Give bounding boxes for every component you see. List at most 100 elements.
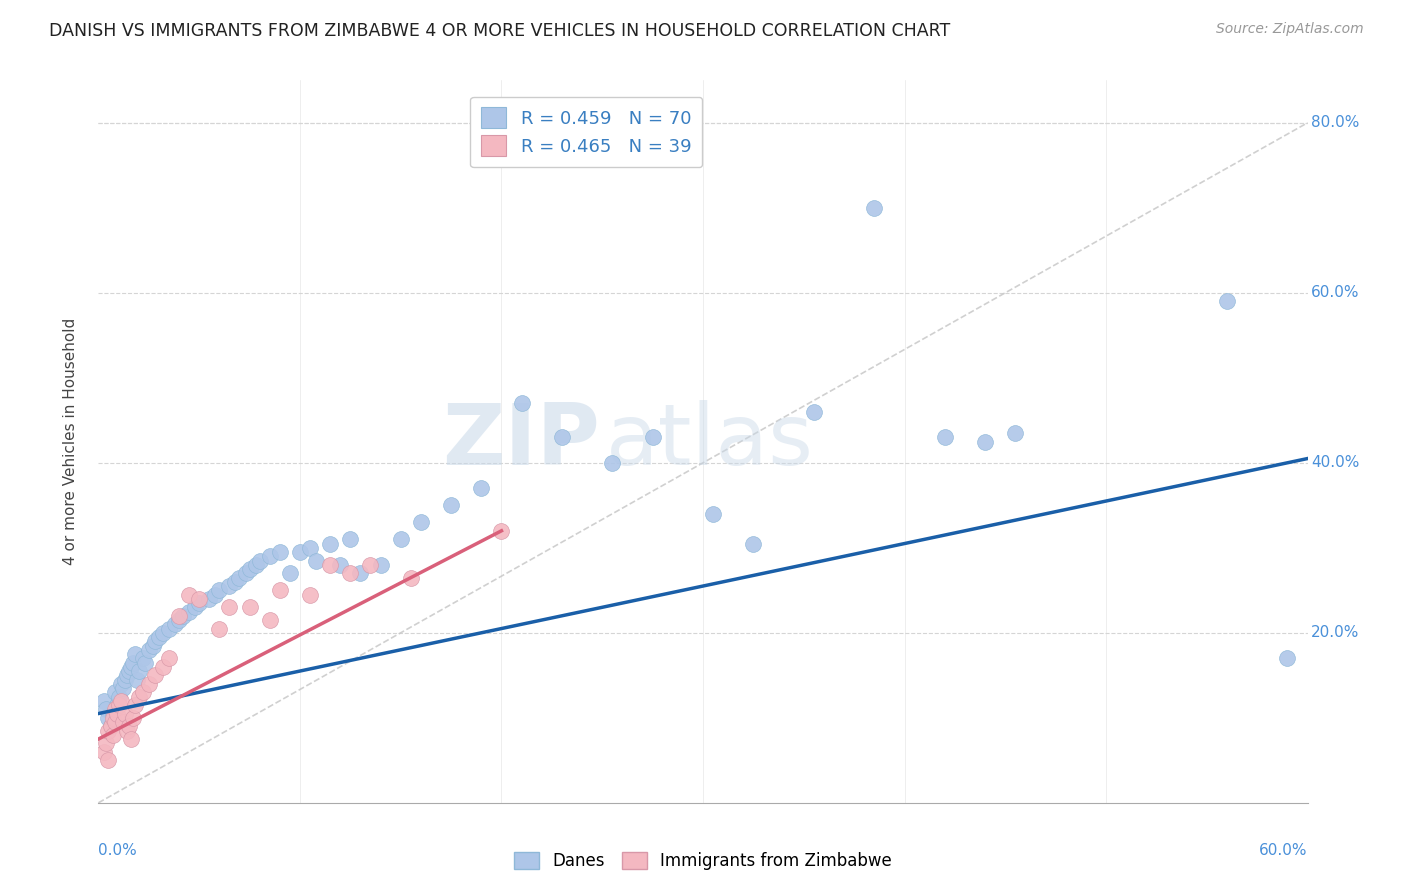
Point [111, 681, 134, 695]
Point [134, 656, 156, 670]
Point [115, 668, 138, 682]
Point [132, 685, 155, 699]
Point [101, 706, 124, 721]
Point [245, 558, 267, 572]
Point [259, 549, 281, 564]
Point [148, 630, 170, 644]
Point [329, 558, 352, 572]
Point [239, 562, 262, 576]
Point [142, 639, 165, 653]
Text: DANISH VS IMMIGRANTS FROM ZIMBABWE 4 OR MORE VEHICLES IN HOUSEHOLD CORRELATION C: DANISH VS IMMIGRANTS FROM ZIMBABWE 4 OR … [49, 22, 950, 40]
Point [934, 430, 956, 444]
Point [138, 642, 160, 657]
Point [184, 600, 207, 615]
Point [115, 723, 138, 738]
Point [803, 405, 825, 419]
Point [163, 617, 186, 632]
Point [93, 745, 115, 759]
Point [132, 651, 155, 665]
Point [551, 430, 574, 444]
Point [157, 622, 180, 636]
Point [118, 664, 141, 678]
Point [360, 558, 382, 572]
Point [121, 656, 143, 670]
Point [143, 668, 166, 682]
Point [319, 536, 342, 550]
Point [107, 698, 129, 712]
Point [278, 566, 301, 581]
Point [198, 591, 221, 606]
Point [1216, 294, 1239, 309]
Point [339, 533, 361, 547]
Text: 60.0%: 60.0% [1312, 285, 1360, 301]
Point [172, 608, 194, 623]
Point [602, 456, 624, 470]
Point [389, 533, 412, 547]
Point [152, 625, 174, 640]
Point [491, 524, 513, 538]
Point [110, 677, 132, 691]
Text: 0.0%: 0.0% [98, 843, 138, 857]
Point [863, 201, 886, 215]
Point [103, 685, 125, 699]
Legend: Danes, Immigrants from Zimbabwe: Danes, Immigrants from Zimbabwe [508, 845, 898, 877]
Point [179, 605, 201, 619]
Point [204, 588, 226, 602]
Text: ZIP: ZIP [443, 400, 600, 483]
Point [111, 714, 134, 729]
Point [97, 753, 120, 767]
Point [121, 711, 143, 725]
Point [288, 545, 311, 559]
Legend: R = 0.459   N = 70, R = 0.465   N = 39: R = 0.459 N = 70, R = 0.465 N = 39 [470, 96, 702, 167]
Point [239, 600, 262, 615]
Point [399, 570, 422, 584]
Point [128, 664, 150, 678]
Point [124, 647, 146, 661]
Point [188, 596, 211, 610]
Point [110, 694, 132, 708]
Point [96, 702, 118, 716]
Point [259, 613, 281, 627]
Point [974, 434, 997, 449]
Point [208, 583, 231, 598]
Point [305, 553, 328, 567]
Point [1277, 651, 1299, 665]
Point [510, 396, 533, 410]
Point [319, 558, 342, 572]
Point [1004, 425, 1026, 440]
Point [138, 677, 160, 691]
Point [100, 719, 122, 733]
Point [128, 690, 150, 704]
Point [349, 566, 371, 581]
Point [93, 694, 115, 708]
Point [143, 634, 166, 648]
Point [125, 673, 148, 687]
Point [120, 732, 142, 747]
Point [370, 558, 392, 572]
Text: 80.0%: 80.0% [1312, 115, 1360, 130]
Point [107, 690, 129, 704]
Point [218, 579, 240, 593]
Point [269, 545, 291, 559]
Point [299, 588, 322, 602]
Point [97, 711, 120, 725]
Point [105, 698, 128, 712]
Y-axis label: 4 or more Vehicles in Household: 4 or more Vehicles in Household [63, 318, 77, 566]
Point [742, 536, 765, 550]
Point [120, 660, 142, 674]
Point [228, 570, 250, 584]
Point [97, 723, 120, 738]
Point [118, 719, 141, 733]
Text: Source: ZipAtlas.com: Source: ZipAtlas.com [1216, 22, 1364, 37]
Point [224, 574, 246, 589]
Point [299, 541, 322, 555]
Point [167, 608, 190, 623]
Point [157, 651, 180, 665]
Point [101, 711, 124, 725]
Point [208, 622, 231, 636]
Text: 20.0%: 20.0% [1312, 625, 1360, 640]
Text: atlas: atlas [606, 400, 814, 483]
Point [218, 600, 240, 615]
Text: 60.0%: 60.0% [1260, 843, 1308, 857]
Point [339, 566, 361, 581]
